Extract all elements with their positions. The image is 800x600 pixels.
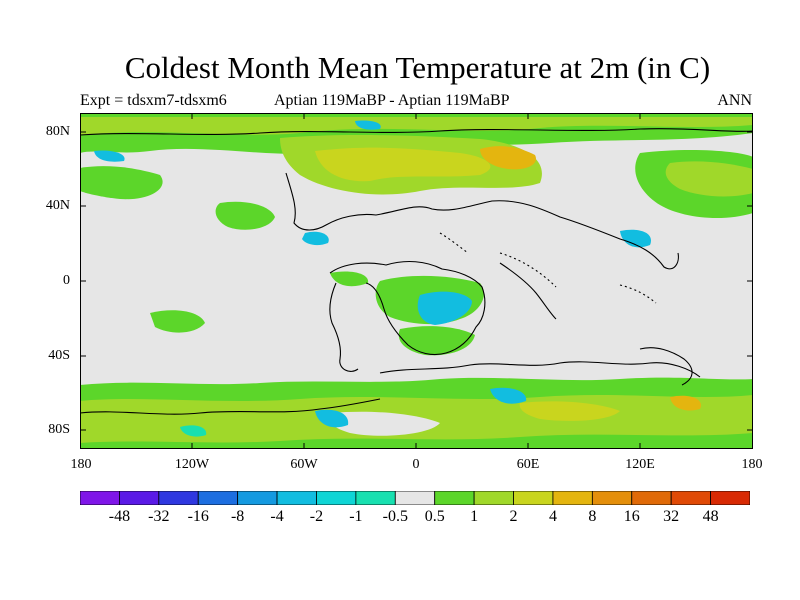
south-grey-gap [327,411,440,436]
experiment-label: Expt = tdsxm7-tdsxm6 [80,92,227,109]
africa-cyan-region [417,291,472,325]
season-label: ANN [717,92,752,109]
colorbar-label: -2 [309,508,324,525]
colorbar-label: 16 [623,508,640,525]
colorbar-swatch [276,491,317,505]
colorbar-swatch [158,491,199,505]
colorbar-label: 1 [470,508,479,525]
colorbar-label: -0.5 [382,508,408,525]
colorbar-label: -16 [187,508,209,525]
lon-tick-60e: 60E [516,457,540,472]
period-label: Aptian 119MaBP - Aptian 119MaBP [274,92,510,109]
colorbar-label: -4 [270,508,284,525]
colorbar-swatch [119,491,160,505]
colorbar-label: 2 [509,508,518,525]
colorbar [80,491,750,505]
north-yellow-band [80,117,753,135]
asia-olive-patch [315,147,491,182]
lat-tick-80s: 80S [48,422,70,437]
south-olive-patch [519,401,620,421]
lon-tick-0: 0 [412,457,420,472]
lon-tick-120e: 120E [625,457,655,472]
lon-tick-180w: 180 [70,457,92,472]
lon-tick-180e: 180 [741,457,763,472]
colorbar-label: 4 [548,508,557,525]
colorbar-label: 0.5 [424,508,445,525]
africa-green-south [398,326,475,356]
lat-tick-0: 0 [63,273,70,288]
colorbar-swatch [513,491,554,505]
colorbar-swatch [473,491,514,505]
lat-tick-40s: 40S [48,348,70,363]
temperature-map [80,113,753,449]
atlantic-green-north [215,201,275,230]
colorbar-label: 48 [702,508,719,525]
north-cyan-patch [94,150,125,162]
america-green-north [80,166,163,200]
colorbar-swatch [80,491,120,505]
arctic-cyan-patch [355,120,381,130]
colorbar-label: -32 [148,508,170,525]
asia-cyan-patch [620,229,651,248]
south-cyan-patch-1 [315,409,349,428]
colorbar-label: 32 [663,508,680,525]
atlantic-cyan-patch [302,231,329,246]
lon-tick-60w: 60W [290,457,318,472]
colorbar-swatch [710,491,750,505]
colorbar-swatch [631,491,672,505]
atlantic-green-equator [150,310,205,333]
plot-title: Coldest Month Mean Temperature at 2m (in… [124,50,711,85]
colorbar-swatch [434,491,475,505]
colorbar-label: -1 [349,508,363,525]
lon-tick-120w: 120W [174,457,210,472]
map-ticks [80,113,753,449]
colorbar-swatch [197,491,239,505]
colorbar-swatch [552,491,593,505]
south-orange-patch [670,395,701,411]
coastlines [80,128,753,415]
colorbar-label: -48 [108,508,131,525]
siberia-orange-patch [480,146,536,170]
colorbar-swatch [355,491,396,505]
south-cyan-patch-2 [490,387,527,404]
pacific-yellow-north [665,161,753,197]
colorbar-swatch [316,491,357,505]
lat-tick-80n: 80N [45,124,70,139]
colorbar-swatch [670,491,711,505]
colorbar-label: -8 [230,508,245,525]
lat-tick-40n: 40N [45,198,70,213]
colorbar-label: 8 [588,508,597,525]
tethys-green-patch [330,271,369,287]
colorbar-swatch [394,491,436,505]
colorbar-swatch [237,491,278,505]
colorbar-swatch [591,491,633,505]
south-teal-patch [180,425,207,437]
